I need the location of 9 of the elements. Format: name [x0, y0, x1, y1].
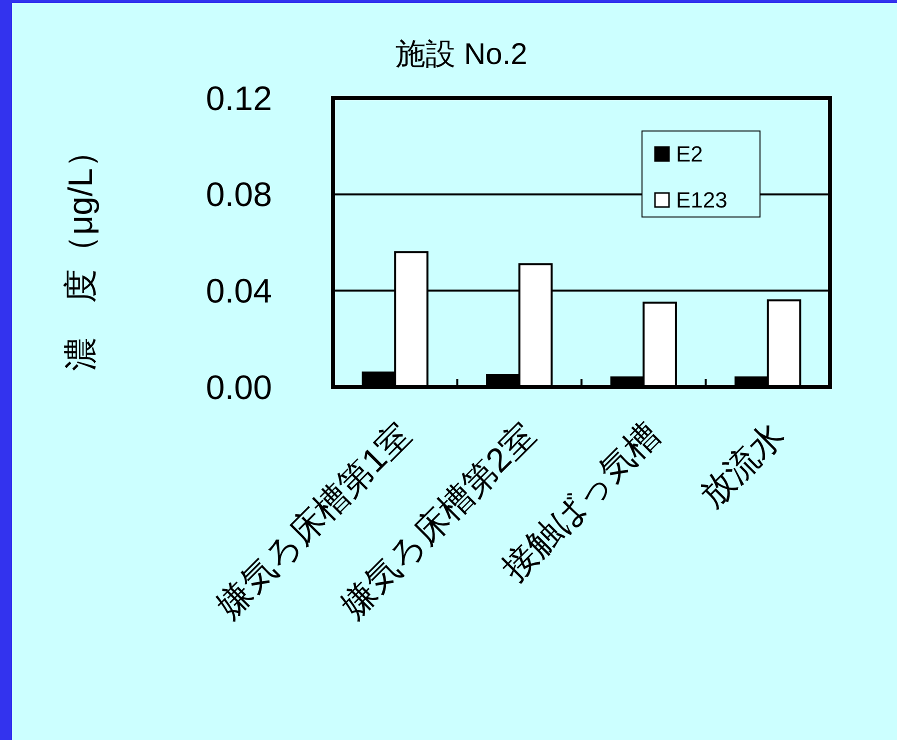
legend-label: E2: [676, 142, 703, 167]
y-axis-title: 濃 度（μg/L）: [62, 134, 100, 371]
y-tick-label: 0.04: [206, 272, 272, 311]
chart-title: 施設 No.2: [396, 38, 528, 71]
y-tick-label: 0.08: [206, 176, 272, 214]
x-tick-label: 放流水: [692, 416, 792, 515]
y-tick-label: 0.12: [206, 80, 272, 118]
y-tick-label: 0.00: [206, 368, 272, 407]
legend-label: E123: [676, 188, 728, 213]
